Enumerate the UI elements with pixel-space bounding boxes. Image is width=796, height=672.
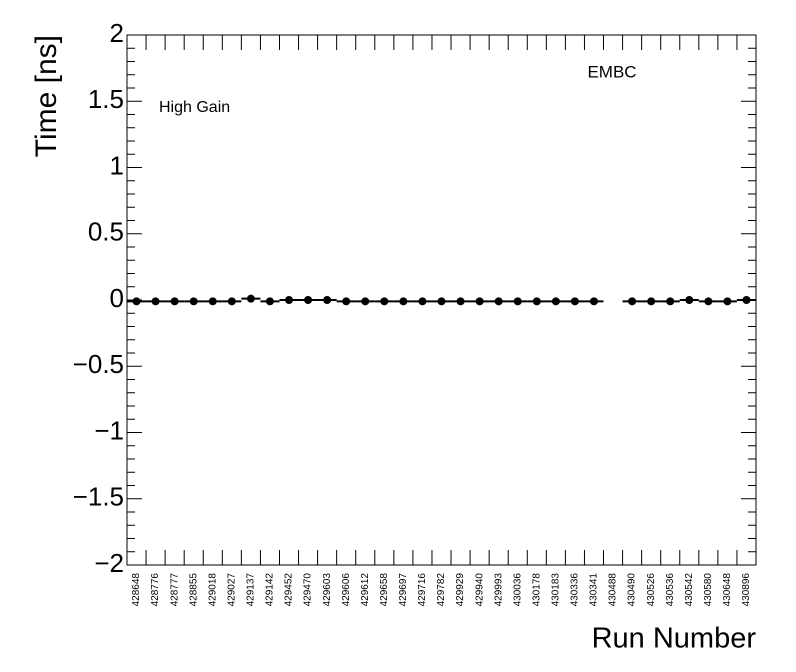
x-tick-label: 429137	[246, 573, 257, 607]
y-tick-label: −0.5	[73, 349, 124, 379]
data-point	[189, 297, 198, 306]
y-tick-label: 0.5	[88, 217, 124, 247]
data-point	[246, 294, 255, 303]
data-point	[494, 297, 503, 306]
y-tick-label: 0	[110, 283, 124, 313]
data-point	[399, 297, 408, 306]
x-tick-label: 430488	[608, 573, 619, 607]
x-tick-label: 430036	[512, 573, 523, 607]
x-tick-label: 430648	[722, 573, 733, 607]
data-point	[285, 296, 294, 304]
data-point	[685, 296, 694, 304]
data-point	[323, 296, 332, 304]
data-point	[361, 297, 370, 306]
x-tick-label: 430536	[665, 573, 676, 607]
data-point	[570, 297, 579, 306]
x-tick-label: 428777	[169, 573, 180, 607]
data-point	[265, 297, 274, 306]
x-axis-title: Run Number	[592, 623, 757, 655]
x-tick-label: 429018	[207, 573, 218, 607]
data-point	[532, 297, 541, 306]
data-point	[380, 297, 389, 306]
data-point	[475, 297, 484, 306]
x-tick-label: 430580	[703, 573, 714, 607]
data-point	[704, 297, 713, 306]
y-tick-label: −2	[94, 548, 124, 578]
x-tick-label: 429452	[284, 573, 295, 607]
y-tick-label: 1.5	[88, 84, 124, 114]
x-tick-label: 430526	[646, 573, 657, 607]
x-tick-label: 430542	[684, 573, 695, 607]
x-tick-label: 428855	[188, 573, 199, 607]
data-point	[151, 297, 160, 306]
data-point	[170, 297, 179, 306]
x-tick-label: 429606	[341, 573, 352, 607]
y-axis-title: Time [ns]	[30, 35, 63, 157]
data-point	[342, 297, 351, 306]
data-point	[723, 297, 732, 306]
x-tick-label: 430178	[531, 573, 542, 607]
data-point	[208, 297, 217, 306]
data-point	[666, 297, 675, 306]
y-tick-label: −1.5	[73, 482, 124, 512]
data-point	[418, 297, 427, 306]
x-tick-label: 429612	[360, 573, 371, 607]
x-tick-label: 429929	[455, 573, 466, 607]
x-tick-label: 428648	[131, 573, 142, 607]
data-point	[456, 297, 465, 306]
data-point	[628, 297, 637, 306]
data-point	[513, 297, 522, 306]
x-tick-label: 428776	[150, 573, 161, 607]
x-tick-label: 430490	[627, 573, 638, 607]
x-tick-label: 429658	[379, 573, 390, 607]
y-tick-label: 1	[110, 150, 124, 180]
data-point	[132, 297, 141, 306]
y-tick-label: 2	[110, 18, 124, 48]
data-point	[227, 297, 236, 306]
x-tick-label: 429993	[493, 573, 504, 607]
x-tick-label: 430896	[741, 573, 752, 607]
annotation: EMBC	[587, 62, 636, 81]
x-tick-label: 430341	[589, 573, 600, 607]
x-tick-label: 429940	[474, 573, 485, 607]
x-tick-label: 429716	[417, 573, 428, 607]
y-tick-label: −1	[94, 415, 124, 445]
x-tick-label: 429603	[322, 573, 333, 607]
data-point	[742, 296, 751, 304]
annotation: High Gain	[159, 99, 230, 116]
data-point	[647, 297, 656, 306]
data-point	[551, 297, 560, 306]
x-tick-label: 429697	[398, 573, 409, 607]
x-tick-label: 430183	[551, 573, 562, 607]
data-point	[304, 296, 313, 304]
x-tick-label: 429142	[265, 573, 276, 607]
data-point	[589, 297, 598, 306]
x-tick-label: 430336	[570, 573, 581, 607]
x-tick-label: 429027	[226, 573, 237, 607]
x-tick-label: 429470	[303, 573, 314, 607]
x-tick-label: 429782	[436, 573, 447, 607]
data-point	[437, 297, 446, 306]
